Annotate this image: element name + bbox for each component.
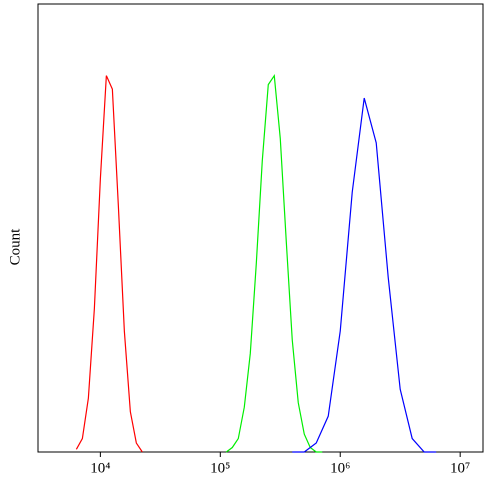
histogram-line [75,75,143,453]
histogram-line [292,97,437,453]
histogram-line [225,73,323,453]
x-tick-label: 10⁵ [210,460,230,476]
x-tick-label: 10⁶ [330,460,350,476]
x-tick-label: 10⁷ [450,460,470,476]
y-axis-label: Count [7,228,23,266]
plot-frame [37,3,484,453]
x-tick-label: 10⁴ [90,460,110,476]
